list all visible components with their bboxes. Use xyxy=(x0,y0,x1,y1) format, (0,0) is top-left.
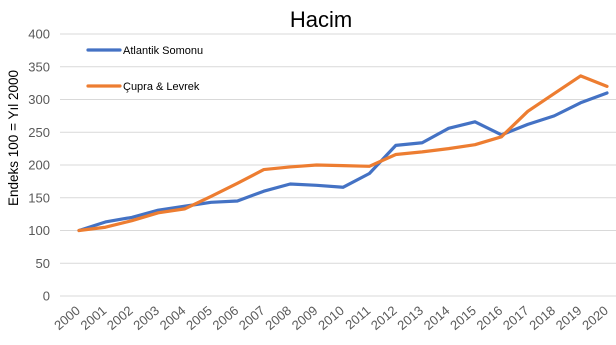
series-line-0 xyxy=(77,91,609,233)
y-tick-labels: 0 50 100 150 200 250 300 350 400 xyxy=(28,27,50,304)
series-lines xyxy=(77,74,609,233)
x-tick-label: 2017 xyxy=(500,303,532,333)
y-tick-label: 0 xyxy=(43,289,50,304)
y-tick-label: 100 xyxy=(28,223,50,238)
y-tick-label: 400 xyxy=(28,27,50,42)
x-tick-label: 2004 xyxy=(157,303,189,333)
x-tick-label: 2010 xyxy=(315,303,347,333)
x-tick-label: 2018 xyxy=(526,303,558,333)
y-tick-label: 200 xyxy=(28,158,50,173)
x-tick-label: 2002 xyxy=(104,303,136,333)
x-tick-label: 2013 xyxy=(394,303,426,333)
x-tick-label: 2007 xyxy=(236,303,268,333)
x-tick-label: 2009 xyxy=(289,303,321,333)
x-tick-labels: 2000200120022003200420052006200720082009… xyxy=(51,303,611,333)
x-tick-label: 2019 xyxy=(553,303,585,333)
y-tick-label: 250 xyxy=(28,125,50,140)
legend-label: Çupra & Levrek xyxy=(123,81,200,93)
y-axis-label: Endeks 100 = Yıl 2000 xyxy=(6,70,21,206)
x-tick-label: 2001 xyxy=(78,303,110,333)
x-tick-label: 2020 xyxy=(579,303,611,333)
x-tick-label: 2016 xyxy=(474,303,506,333)
x-tick-label: 2006 xyxy=(210,303,242,333)
x-tick-label: 2003 xyxy=(130,303,162,333)
x-tick-label: 2005 xyxy=(183,303,215,333)
x-tick-label: 2015 xyxy=(447,303,479,333)
y-tick-label: 350 xyxy=(28,59,50,74)
legend: Atlantik Somonu Çupra & Levrek xyxy=(86,45,203,93)
x-tick-label: 2000 xyxy=(51,303,83,333)
x-tick-label: 2008 xyxy=(262,303,294,333)
x-tick-label: 2011 xyxy=(342,303,373,332)
x-tick-label: 2014 xyxy=(421,303,453,333)
chart-title: Hacim xyxy=(290,7,352,32)
y-tick-label: 150 xyxy=(28,190,50,205)
y-tick-label: 300 xyxy=(28,92,50,107)
y-tick-label: 50 xyxy=(36,256,50,271)
x-tick-label: 2012 xyxy=(368,303,400,333)
series-line-1 xyxy=(77,74,609,233)
legend-label: Atlantik Somonu xyxy=(123,45,203,57)
